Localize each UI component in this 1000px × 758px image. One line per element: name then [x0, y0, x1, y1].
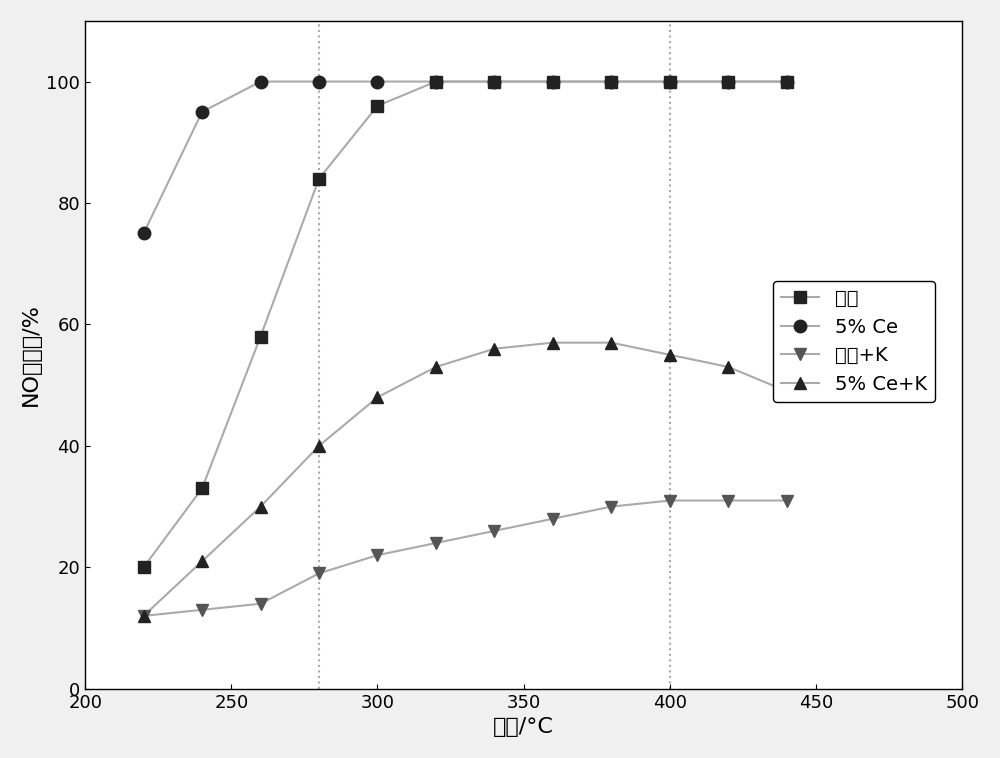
Legend: 新鲜, 5% Ce, 新鲜+K, 5% Ce+K: 新鲜, 5% Ce, 新鲜+K, 5% Ce+K [773, 281, 935, 402]
新鲜 [138, 562, 150, 572]
5% Ce [547, 77, 559, 86]
5% Ce [722, 77, 734, 86]
5% Ce+K [781, 387, 793, 396]
新鲜+K [722, 496, 734, 505]
新鲜 [255, 332, 267, 341]
Line: 5% Ce+K: 5% Ce+K [137, 337, 793, 622]
Line: 5% Ce: 5% Ce [137, 75, 793, 240]
Line: 新鲜: 新鲜 [137, 75, 793, 574]
5% Ce [255, 77, 267, 86]
新鲜+K [138, 612, 150, 621]
5% Ce+K [488, 344, 500, 353]
新鲜+K [196, 606, 208, 615]
新鲜 [313, 174, 325, 183]
新鲜 [781, 77, 793, 86]
新鲜 [664, 77, 676, 86]
新鲜+K [430, 538, 442, 547]
新鲜 [488, 77, 500, 86]
5% Ce+K [664, 350, 676, 359]
5% Ce+K [371, 393, 383, 402]
新鲜+K [664, 496, 676, 505]
5% Ce [605, 77, 617, 86]
5% Ce+K [430, 362, 442, 371]
新鲜+K [547, 514, 559, 523]
5% Ce [430, 77, 442, 86]
5% Ce+K [255, 502, 267, 511]
5% Ce+K [605, 338, 617, 347]
5% Ce+K [196, 556, 208, 565]
Line: 新鲜+K: 新鲜+K [137, 494, 793, 622]
5% Ce [781, 77, 793, 86]
新鲜+K [488, 526, 500, 535]
新鲜 [371, 102, 383, 111]
Y-axis label: NO转化率/%: NO转化率/% [21, 303, 41, 406]
5% Ce+K [547, 338, 559, 347]
新鲜 [430, 77, 442, 86]
新鲜+K [605, 502, 617, 511]
5% Ce+K [313, 441, 325, 450]
5% Ce [313, 77, 325, 86]
5% Ce [138, 229, 150, 238]
5% Ce+K [722, 362, 734, 371]
新鲜 [196, 484, 208, 493]
X-axis label: 温度/°C: 温度/°C [493, 717, 554, 738]
5% Ce [664, 77, 676, 86]
新鲜+K [255, 599, 267, 608]
新鲜 [605, 77, 617, 86]
5% Ce [196, 108, 208, 117]
新鲜+K [313, 568, 325, 578]
5% Ce [371, 77, 383, 86]
新鲜 [722, 77, 734, 86]
5% Ce+K [138, 612, 150, 621]
新鲜+K [781, 496, 793, 505]
新鲜 [547, 77, 559, 86]
5% Ce [488, 77, 500, 86]
新鲜+K [371, 550, 383, 559]
